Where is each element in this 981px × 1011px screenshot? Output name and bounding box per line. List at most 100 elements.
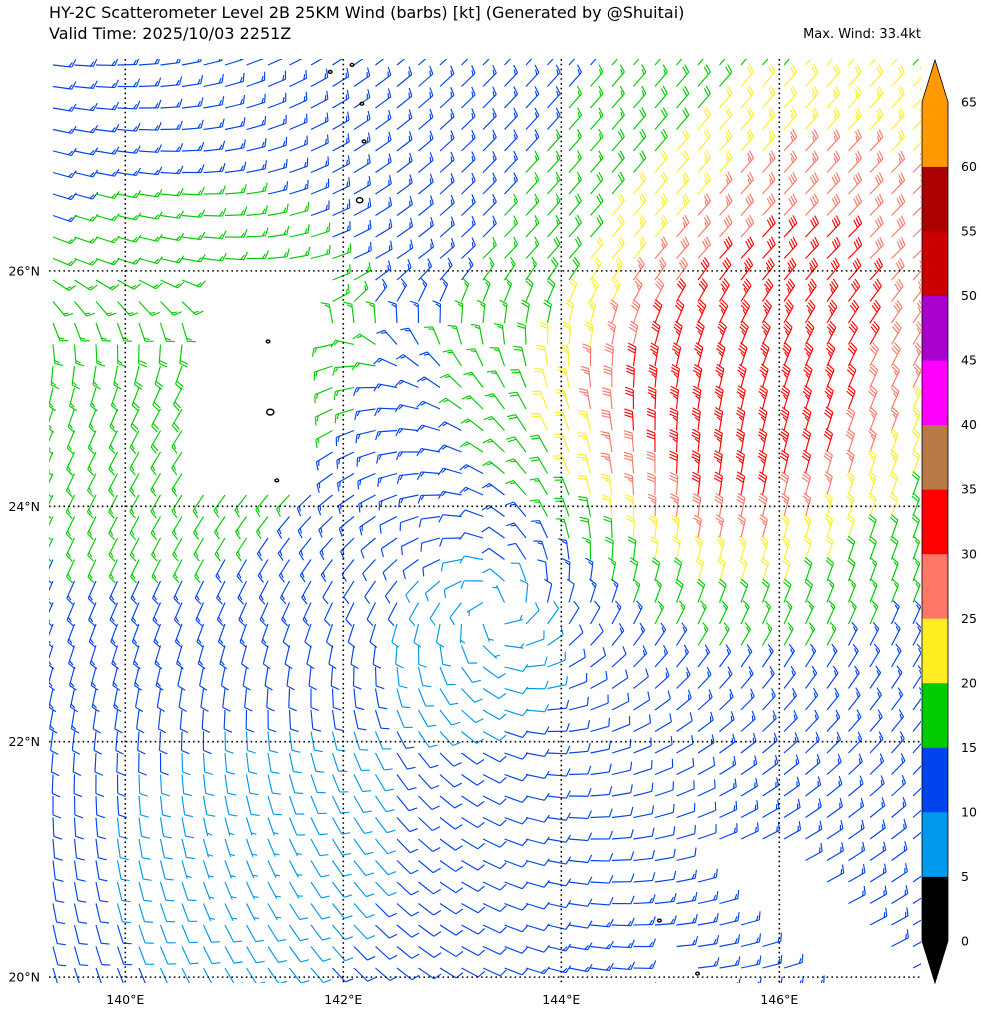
wind-barb (396, 472, 419, 484)
wind-barb (69, 666, 77, 691)
wind-barb (611, 939, 635, 949)
wind-barb (761, 578, 770, 603)
wind-barb (716, 342, 726, 367)
wind-barb (256, 537, 269, 562)
wind-barb (891, 150, 906, 173)
wind-barb (373, 383, 398, 392)
wind-barb (353, 688, 365, 711)
wind-barb (845, 428, 855, 453)
wind-barb (439, 130, 455, 152)
wind-barb (611, 829, 634, 840)
wind-barb (676, 193, 690, 216)
wind-barb (568, 64, 583, 87)
wind-barb (138, 166, 163, 176)
wind-barb (353, 903, 375, 919)
wind-barb (257, 559, 269, 583)
wind-barb (531, 520, 549, 539)
wind-barb (310, 774, 326, 794)
wind-barb (288, 752, 302, 774)
wind-barb (740, 666, 754, 689)
colorbar-tick-label: 5 (961, 869, 969, 884)
wind-barb (691, 471, 701, 496)
wind-barb (633, 691, 651, 711)
wind-barb (846, 385, 856, 410)
wind-barb (108, 430, 119, 455)
wind-barb (347, 623, 356, 648)
wind-barb (568, 810, 592, 820)
wind-barb (736, 492, 746, 517)
wind-barb (911, 471, 920, 496)
axis-labels-layer: 140°E 142°E 144°E 146°E20°N22°N24°N26°N (8, 263, 798, 1007)
wind-barb (525, 770, 550, 779)
wind-barb (719, 171, 733, 195)
wind-barb (395, 354, 419, 367)
wind-barb (408, 602, 420, 627)
wind-barb (155, 666, 164, 691)
wind-barb (825, 342, 836, 367)
wind-barb (153, 623, 162, 648)
wind-barb (624, 472, 635, 496)
wind-barb (159, 817, 172, 839)
wind-barb (52, 103, 77, 112)
wind-barb (826, 215, 841, 238)
wind-barb (740, 128, 754, 152)
wind-barb (826, 236, 841, 259)
wind-barb (826, 86, 841, 109)
wind-barb (761, 320, 771, 345)
wind-barb (138, 860, 152, 881)
wind-barb (568, 942, 593, 951)
wind-barb (418, 515, 441, 528)
wind-barb (50, 752, 60, 777)
wind-barb (867, 471, 877, 496)
wind-barb (633, 916, 656, 926)
wind-barb (130, 559, 140, 584)
wind-barb (848, 775, 864, 797)
wind-barb (823, 406, 834, 431)
wind-barb (161, 990, 178, 1007)
wind-barb (609, 299, 619, 324)
wind-barb (289, 946, 310, 963)
wind-barb (826, 257, 840, 281)
wind-barb (52, 967, 58, 983)
wind-barb (138, 774, 148, 797)
wind-barb (547, 107, 561, 130)
wind-barb (891, 215, 906, 238)
wind-barb (242, 666, 251, 691)
wind-barb (762, 932, 782, 948)
wind-barb (49, 602, 54, 627)
wind-barb (547, 86, 561, 109)
wind-barb (439, 881, 464, 894)
wind-barb (375, 795, 395, 813)
wind-barb (65, 473, 76, 498)
wind-barb (805, 798, 822, 818)
wind-barb (281, 602, 291, 627)
wind-barb (429, 602, 441, 626)
wind-barb (353, 709, 367, 731)
wind-barb (801, 428, 812, 453)
wind-barb (869, 107, 884, 130)
wind-barb (116, 752, 125, 776)
wind-barb (438, 397, 462, 410)
colorbar-segment (922, 682, 948, 748)
wind-barb (676, 214, 690, 238)
wind-barb (417, 688, 435, 707)
wind-barb (203, 253, 227, 262)
wind-barb (525, 602, 540, 625)
wind-barb (95, 795, 106, 819)
wind-barb (150, 516, 162, 540)
wind-barb (590, 150, 604, 173)
wind-barb (568, 788, 592, 797)
wind-barb (578, 388, 592, 410)
wind-barb (87, 537, 97, 562)
wind-barb (443, 580, 462, 598)
wind-barb (398, 494, 419, 508)
wind-barb (504, 614, 524, 625)
wind-barb (654, 915, 677, 926)
wind-barb (671, 514, 680, 539)
wind-barb (547, 943, 572, 952)
wind-barb (109, 602, 119, 627)
chart-title: HY-2C Scatterometer Level 2B 25KM Wind (… (49, 3, 685, 22)
wind-barb (719, 622, 730, 646)
wind-barb (353, 817, 373, 835)
wind-barb (891, 885, 909, 904)
